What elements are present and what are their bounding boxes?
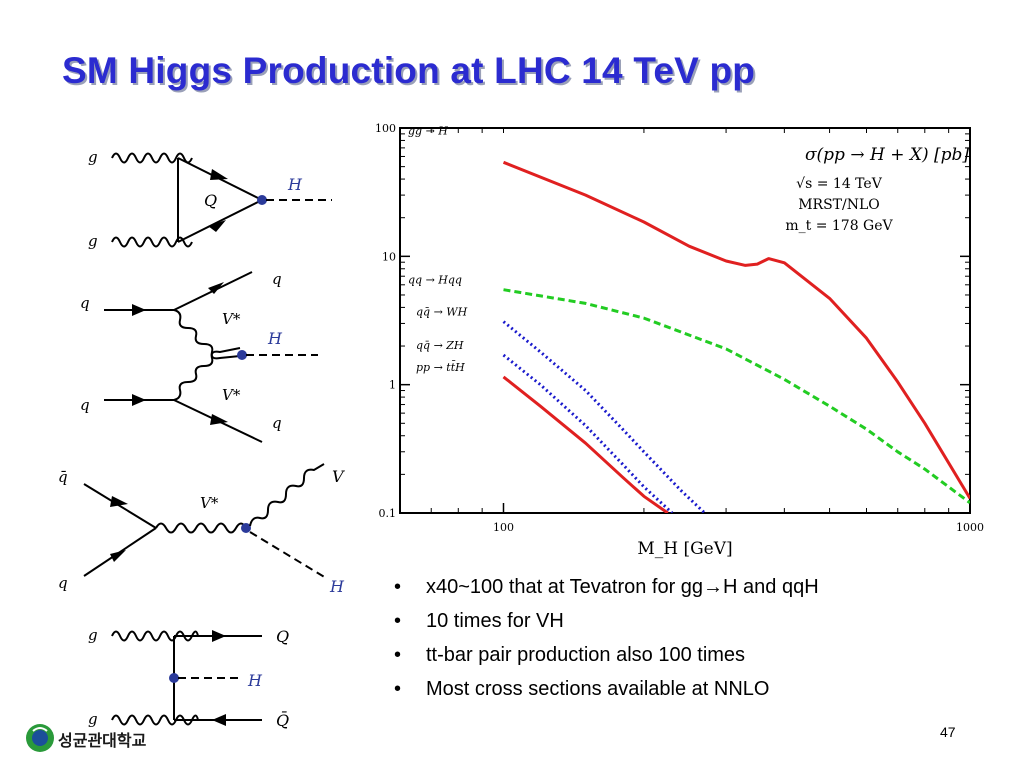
bullet-item: x40~100 that at Tevatron for gg→H and qq… [390,570,819,604]
vstar-line [155,522,247,534]
label-vstar: V* [200,494,219,512]
plot-frame [399,127,971,514]
y-tick-label: 10 [382,250,396,263]
page-number: 47 [940,724,956,740]
gluon-line-1 [111,152,193,164]
label-v1: V* [222,310,241,328]
label-qbar: q̄ [58,468,68,486]
label-q-vh: q [58,574,68,592]
y-tick-label: 0.1 [379,507,397,520]
bullet-item: Most cross sections available at NNLO [390,672,819,706]
annotation-pdf: MRST/NLO [798,197,880,213]
series-label-2: qq̄ → WH [416,306,468,319]
label-q-in1: q [80,294,90,312]
series-line-4 [502,375,669,513]
plot-ticks: 100 10 1 0.1 100 1000 [375,122,984,534]
university-logo: 성균관대학교 [26,724,147,752]
y-tick-label: 100 [375,122,396,135]
annotation-mt: m_t = 178 GeV [785,218,893,234]
label-q-out1: q [272,270,282,288]
bullet-list: x40~100 that at Tevatron for gg→H and qq… [390,570,819,706]
series-line-2 [502,320,706,513]
feynman-ggh: g g Q H [88,148,332,250]
annotation-sqrts: √s = 14 TeV [796,176,883,192]
label-g1: g [88,148,98,166]
feynman-vh: q̄ q V* V H [58,463,345,596]
series-line-1 [503,288,970,505]
label-q-loop: Q [204,191,217,210]
gluon-line-3 [111,630,199,642]
x-tick-label: 1000 [956,521,984,534]
label-q-out2: q [272,414,282,432]
logo-text: 성균관대학교 [58,731,147,750]
label-g3: g [88,626,98,644]
x-axis-label: M_H [GeV] [637,539,732,559]
label-qout: Q [276,627,289,646]
label-g2: g [88,232,98,250]
series-line-0 [502,160,970,500]
series-label-1: qq → Hqq [408,274,462,287]
label-v2: V* [222,386,241,404]
label-q-in2: q [80,396,90,414]
y-tick-label: 1 [389,379,396,392]
label-v-out: V [332,467,345,486]
series-line-3 [502,353,674,513]
feynman-diagrams: g g Q H q q q q V* V* H q̄ q [58,148,345,730]
cross-section-plot: 100 10 1 0.1 100 1000 gg → H qq → Hqq qq̄ → WH q… [375,122,984,559]
gluon-line-4 [111,714,199,726]
plot-curves [502,160,970,513]
label-g4: g [88,710,98,728]
label-h2: H [267,329,283,348]
series-label-0: gg → H [408,124,448,137]
label-h4: H [247,671,263,690]
bullet-item: 10 times for VH [390,604,819,638]
feynman-vbf: q q q q V* V* H [80,270,318,443]
series-label-3: qq̄ → ZH [416,339,464,352]
bullet-item: tt-bar pair production also 100 times [390,638,819,672]
slide-title: SM Higgs Production at LHC 14 TeV pp [62,50,756,91]
series-label-4: pp → tt̄H [416,360,465,373]
v-out-line [249,463,325,527]
label-h1: H [287,175,303,194]
feynman-tth: g g Q Q̄ H [88,626,289,730]
annotation-sigma: σ(pp → H + X) [pb] [805,145,969,165]
boson-line-1 [173,309,241,360]
label-qbar-out: Q̄ [276,709,289,730]
series-labels: gg → H qq → Hqq qq̄ → WH qq̄ → ZH pp → tt̄H [408,124,468,373]
boson-line-2 [173,347,241,401]
x-tick-label: 100 [493,521,514,534]
label-h3: H [329,577,345,596]
